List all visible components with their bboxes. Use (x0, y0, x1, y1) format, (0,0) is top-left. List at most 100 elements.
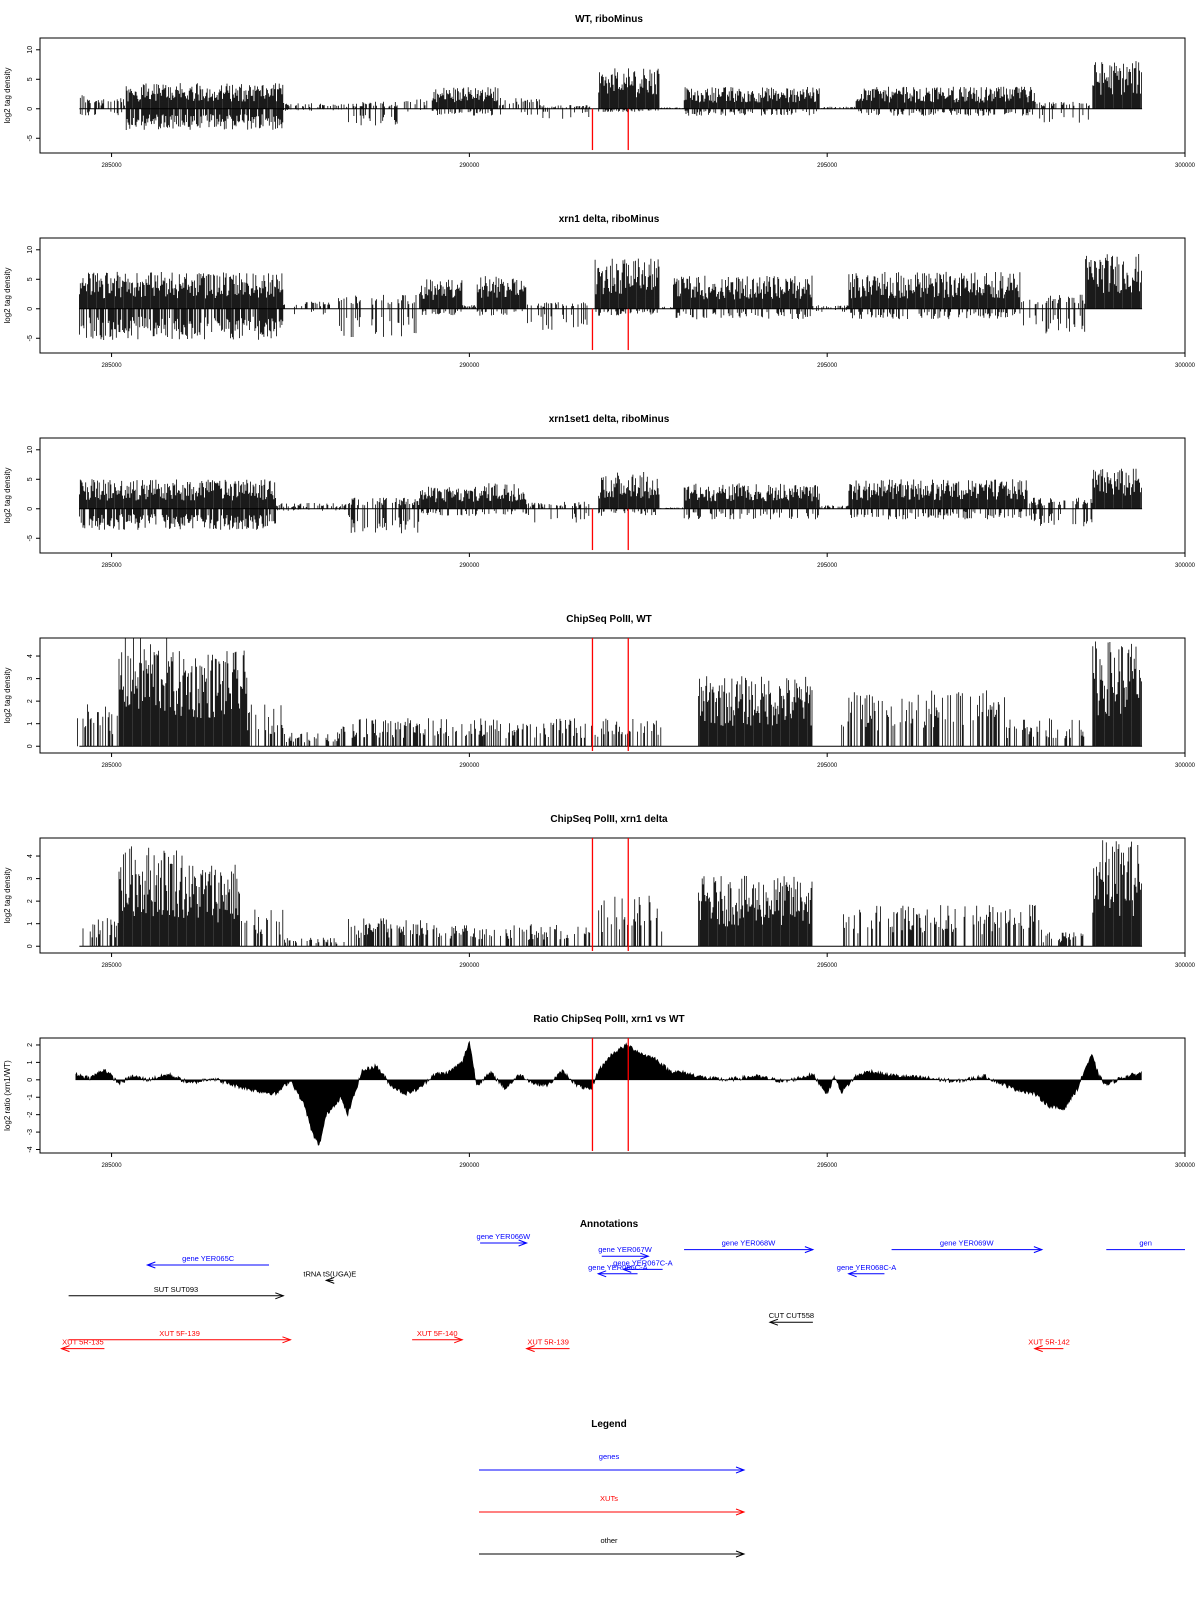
arrow-head (525, 1345, 535, 1353)
x-tick-label: 300000 (1175, 763, 1196, 769)
y-tick-label: 1 (27, 722, 34, 726)
annotation-label: gene YER067C-A (613, 1258, 672, 1267)
chart-panel-6: Ratio ChipSeq PolII, xrn1 vs WT log2 rati… (3, 1014, 1196, 1169)
x-tick-label: 300000 (1175, 1163, 1196, 1169)
annotation-label: gene YER065C (182, 1254, 235, 1263)
x-tick-label: 295000 (817, 763, 838, 769)
annotation-other: SUT SUT093 (68, 1285, 285, 1300)
annotation-gene: gene YER069W (891, 1239, 1044, 1254)
y-tick-label: -2 (27, 1111, 34, 1117)
annotation-label: gene YER067W (598, 1245, 653, 1254)
annotation-xut: XUT 5R-139 (525, 1338, 570, 1353)
y-tick-label: 1 (27, 922, 34, 926)
y-tick-label: 10 (27, 46, 34, 54)
chart-title: ChipSeq PolII, xrn1 delta (550, 814, 668, 825)
series-signal (79, 468, 1143, 534)
series-signal (77, 638, 1143, 747)
annotation-xut: XUT 5F-140 (412, 1329, 464, 1344)
annotation-gene: gen (1106, 1239, 1185, 1251)
x-tick-label: 295000 (817, 163, 838, 169)
arrow-head (768, 1318, 779, 1326)
chart-panel-1: WT, riboMinus log2 tag density -5 0 5 10 28500… (3, 14, 1196, 169)
annotation-gene: gene YER068W (684, 1239, 815, 1254)
legend-label: other (600, 1536, 618, 1545)
legend-title: Legend (591, 1419, 627, 1430)
chart-panel-3: xrn1set1 delta, riboMinus log2 tag densit… (3, 414, 1196, 569)
x-tick-label: 290000 (459, 963, 480, 969)
annotation-label: gene YER066W (477, 1232, 532, 1241)
series-signal (79, 61, 1143, 130)
annotation-xut: XUT 5R-135 (60, 1338, 105, 1353)
signal-bars (79, 254, 1142, 340)
arrow-head (847, 1270, 857, 1278)
arrow-head (1033, 1345, 1043, 1353)
series-signal (75, 1040, 1142, 1146)
plot-frame (39, 837, 1186, 954)
annotation-label: gene YER069W (940, 1239, 995, 1248)
annotation-label: XUT 5R-142 (1028, 1338, 1070, 1347)
chart-panel-4: ChipSeq PolII, WT log2 tag density 0 1 2 3 4 28… (3, 614, 1196, 769)
x-tick-label: 285000 (102, 763, 123, 769)
series-signal (79, 840, 1143, 947)
arrow-head (60, 1345, 70, 1353)
signal-bars (77, 638, 1142, 747)
y-axis-label: log2 tag density (3, 667, 12, 723)
arrow-head (640, 1252, 650, 1260)
y-tick-label: -5 (27, 135, 34, 141)
y-axis-label: log2 tag density (3, 467, 12, 523)
x-tick-label: 290000 (459, 763, 480, 769)
y-tick-label: 0 (27, 507, 34, 511)
chart-title: ChipSeq PolII, WT (566, 614, 652, 625)
arrow-head (804, 1246, 815, 1254)
signal-bars (82, 840, 1142, 947)
arrow-head (454, 1336, 464, 1344)
plot-frame (39, 1037, 1186, 1154)
annotation-label: SUT SUT093 (154, 1285, 198, 1294)
y-axis-label: log2 tag density (3, 867, 12, 923)
y-tick-label: 0 (27, 744, 34, 748)
y-tick-label: 0 (27, 307, 34, 311)
annotation-gene: gene YER067W (598, 1245, 653, 1260)
y-tick-label: -5 (27, 535, 34, 541)
annotation-label: gen (1139, 1239, 1152, 1248)
x-tick-label: 285000 (102, 963, 123, 969)
y-tick-label: -5 (27, 335, 34, 341)
plot-frame (39, 237, 1186, 354)
plot-frame (39, 37, 1186, 154)
legend-label: XUTs (600, 1494, 618, 1503)
annotation-other: tRNA tS(UGA)E (303, 1269, 356, 1284)
annotation-label: XUT 5F-139 (159, 1329, 200, 1338)
series-signal (79, 254, 1143, 340)
chart-title: WT, riboMinus (575, 14, 643, 25)
y-tick-label: 5 (27, 277, 34, 281)
chart-title: xrn1 delta, riboMinus (559, 214, 660, 225)
x-tick-label: 300000 (1175, 163, 1196, 169)
y-tick-label: 5 (27, 77, 34, 81)
arrow-head (596, 1270, 607, 1278)
annotation-label: XUT 5F-140 (417, 1329, 458, 1338)
arrow-head (275, 1292, 285, 1300)
chart-panel-5: ChipSeq PolII, xrn1 delta log2 tag densit… (3, 814, 1196, 969)
plot-frame (39, 437, 1186, 554)
chart-title: xrn1set1 delta, riboMinus (549, 414, 670, 425)
x-tick-label: 290000 (459, 163, 480, 169)
y-tick-label: 0 (27, 107, 34, 111)
y-tick-label: 10 (27, 246, 34, 254)
x-tick-label: 295000 (817, 363, 838, 369)
x-tick-label: 295000 (817, 563, 838, 569)
plot-frame (39, 637, 1186, 754)
arrow-head (518, 1239, 529, 1247)
annotation-gene: gene YER065C (145, 1254, 269, 1269)
x-tick-label: 300000 (1175, 363, 1196, 369)
annotation-label: XUT 5R-139 (527, 1338, 569, 1347)
x-tick-label: 295000 (817, 1163, 838, 1169)
signal-bars (79, 61, 1142, 130)
y-tick-label: 5 (27, 477, 34, 481)
arrow-head (735, 1508, 746, 1516)
arrow-head (145, 1261, 156, 1269)
annotation-xut: XUT 5F-139 (68, 1329, 292, 1344)
annotation-label: gene YER068W (722, 1239, 777, 1248)
y-tick-label: -3 (27, 1129, 34, 1135)
x-tick-label: 290000 (459, 363, 480, 369)
